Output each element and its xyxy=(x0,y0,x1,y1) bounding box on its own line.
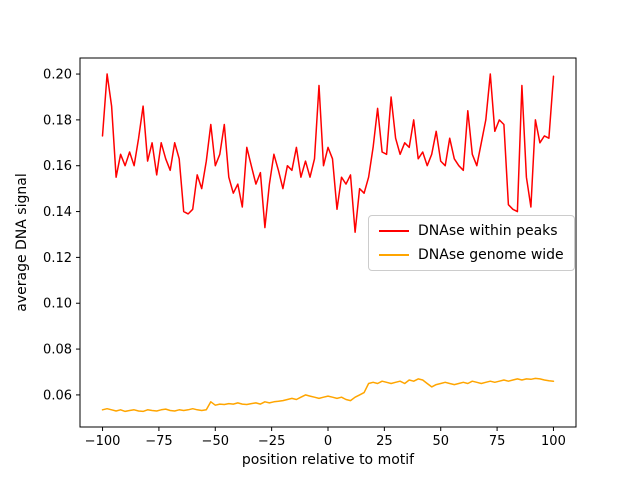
x-tick-label: 25 xyxy=(376,434,393,449)
legend-label-within-peaks: DNAse within peaks xyxy=(418,223,558,239)
legend: DNAse within peaks DNAse genome wide xyxy=(368,215,575,271)
series-line-0 xyxy=(101,73,555,233)
x-tick-label: 50 xyxy=(432,434,449,449)
x-tick-label: −75 xyxy=(145,434,172,449)
x-tick-label: 100 xyxy=(541,434,566,449)
legend-line-sample-red xyxy=(379,230,409,232)
y-tick-label: 0.10 xyxy=(43,297,72,312)
x-tick-label: −100 xyxy=(85,434,121,449)
legend-item-within-peaks: DNAse within peaks xyxy=(379,223,564,239)
y-tick-label: 0.14 xyxy=(43,205,72,220)
series-line-1 xyxy=(101,377,555,413)
y-tick-label: 0.06 xyxy=(43,388,72,403)
x-axis-label: position relative to motif xyxy=(242,452,415,468)
y-tick-label: 0.08 xyxy=(43,343,72,358)
legend-line-sample-orange xyxy=(379,254,409,256)
x-tick-label: 0 xyxy=(324,434,332,449)
x-tick-label: 75 xyxy=(489,434,506,449)
legend-item-genome-wide: DNAse genome wide xyxy=(379,247,564,263)
y-tick-label: 0.16 xyxy=(43,159,72,174)
y-tick-label: 0.18 xyxy=(43,113,72,128)
legend-label-genome-wide: DNAse genome wide xyxy=(418,247,564,263)
x-tick-label: −25 xyxy=(258,434,285,449)
y-axis-label: average DNA signal xyxy=(14,173,30,311)
y-tick-label: 0.12 xyxy=(43,251,72,266)
x-tick-label: −50 xyxy=(202,434,229,449)
y-tick-label: 0.20 xyxy=(43,68,72,83)
